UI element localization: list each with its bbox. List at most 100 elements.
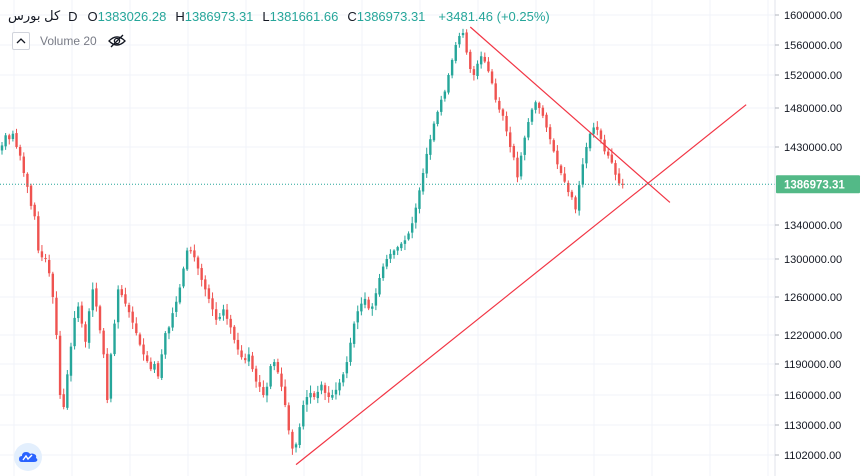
candle-body (91, 289, 94, 311)
candle (581, 158, 584, 188)
price-axis-label: 1480000.00 (784, 103, 842, 115)
candle-body (440, 99, 443, 112)
eye-crossed-icon[interactable] (107, 33, 127, 49)
candle (298, 423, 301, 449)
candle-body (287, 405, 290, 431)
candle-body (80, 305, 84, 324)
candle (527, 118, 530, 141)
candle (352, 321, 356, 348)
candle-body (73, 317, 76, 347)
candle-body (559, 165, 563, 173)
candle (66, 369, 69, 410)
candle (127, 302, 131, 318)
candle (84, 321, 87, 348)
candle (265, 382, 269, 403)
price-axis-label: 1220000.00 (784, 330, 842, 342)
candle (432, 121, 436, 143)
candle (73, 311, 76, 350)
volume-indicator-label[interactable]: Volume 20 (40, 34, 97, 48)
candle (530, 107, 534, 125)
symbol-name[interactable]: کل بورس (8, 8, 61, 23)
candle-body (505, 115, 508, 132)
candle (283, 379, 287, 408)
candle (338, 378, 341, 396)
candle-body (614, 163, 617, 175)
candle-body (592, 127, 595, 134)
candle (621, 178, 624, 189)
candle (509, 126, 512, 153)
candle (607, 149, 610, 159)
candle (349, 337, 352, 366)
candle (501, 108, 505, 121)
candle-body (40, 251, 44, 258)
candle-body (425, 153, 428, 174)
candle (559, 164, 563, 176)
candle (483, 52, 486, 64)
candle-body (164, 333, 167, 355)
candle (225, 303, 229, 325)
candle-body (302, 405, 305, 427)
candle (447, 73, 450, 95)
candle-body (447, 75, 450, 93)
candle (69, 342, 73, 382)
candle (247, 347, 251, 367)
candle (574, 195, 577, 214)
candle-body (95, 288, 98, 307)
candle-body (607, 151, 610, 156)
candle-body (66, 374, 69, 408)
candle-body (400, 243, 403, 249)
candle-body (360, 303, 363, 312)
candle-body (196, 257, 200, 269)
chart-grid (0, 0, 775, 476)
candle (4, 132, 7, 150)
candle (345, 356, 349, 379)
price-axis-label: 1300000.00 (784, 254, 842, 266)
candle-body (167, 327, 171, 334)
candle (381, 263, 385, 281)
candle (331, 389, 334, 400)
candle-body (305, 397, 309, 405)
candle (458, 32, 461, 48)
open-value: O1383026.28 (88, 9, 167, 24)
candle (309, 385, 312, 404)
candle (371, 303, 374, 316)
candle-body (389, 253, 392, 259)
trendline[interactable] (469, 26, 671, 203)
candle-body (47, 259, 51, 274)
candle (102, 328, 105, 359)
trendline-drawings[interactable] (295, 26, 747, 466)
collapse-legend-button[interactable] (12, 32, 30, 50)
candle-body (276, 362, 280, 373)
candle (585, 142, 588, 169)
candle-body (0, 145, 4, 151)
candle (312, 391, 316, 400)
candle (87, 308, 91, 349)
candle-body (338, 382, 341, 391)
candle-body (291, 431, 294, 449)
candle-body (454, 45, 457, 61)
high-number: 1386973.31 (184, 8, 254, 24)
candle (519, 152, 523, 180)
candle (185, 247, 189, 271)
tradingview-cloud-icon[interactable] (14, 443, 42, 471)
candle-body (127, 305, 131, 313)
candle (577, 180, 581, 216)
candle (95, 282, 98, 312)
candle (11, 130, 15, 142)
price-axis-label: 1600000.00 (784, 10, 842, 22)
trendline[interactable] (295, 104, 747, 466)
candle-body (385, 259, 388, 267)
candle-body (211, 298, 214, 310)
candle (323, 382, 327, 401)
candle (51, 271, 55, 304)
candle-body (37, 216, 40, 251)
candle-body (352, 323, 356, 344)
candle (116, 285, 120, 329)
price-axis[interactable]: 1600000.00 1560000.00 1520000.00 1480000.00… (775, 10, 842, 462)
candle-body (450, 60, 454, 76)
candle-body (124, 294, 127, 304)
open-key: O (87, 8, 98, 24)
candle (523, 135, 526, 161)
candle (171, 307, 174, 331)
